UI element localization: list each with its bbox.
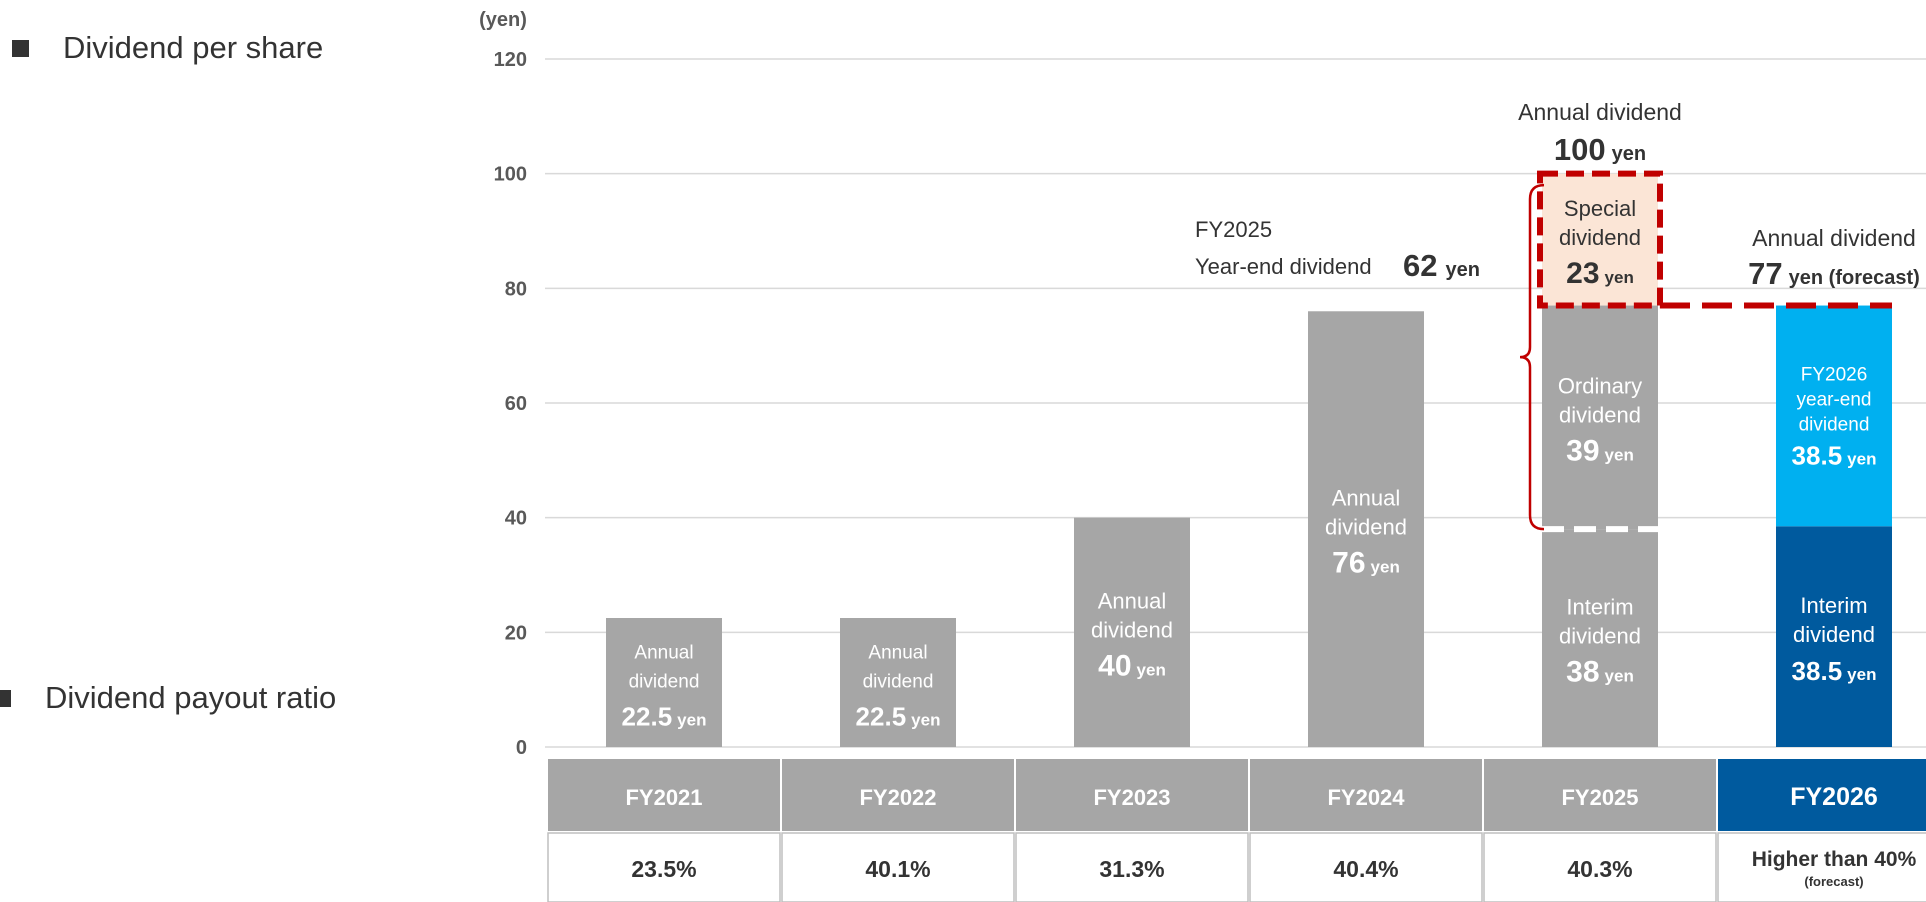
- year-header-cell: [782, 759, 1014, 831]
- fy2026-annual-title: Annual dividend: [1752, 225, 1916, 251]
- y-tick-label: 120: [494, 49, 527, 71]
- bar-segment: [1308, 311, 1424, 747]
- bar-segment: [1776, 526, 1892, 747]
- square-bullet-icon: [12, 39, 29, 57]
- y-tick-label: 20: [505, 622, 527, 644]
- bar-segment: [1542, 173, 1658, 306]
- payout-ratio-cell: [1717, 832, 1926, 902]
- fy2025-year-end-line1: FY2025: [1195, 217, 1272, 242]
- bar-label-text: Annual: [1332, 485, 1401, 510]
- payout-ratio-cell: [1483, 832, 1717, 902]
- bar-label-text: year-end: [1797, 389, 1872, 410]
- bar-label-text: Ordinary: [1558, 374, 1642, 399]
- payout-ratio-value: 31.3%: [1099, 856, 1164, 882]
- fy2025-annual-title: Annual dividend: [1518, 99, 1682, 125]
- bar-label-text: dividend: [1793, 622, 1875, 647]
- y-tick-label: 100: [494, 164, 527, 186]
- bar-label-text: Annual: [634, 643, 693, 664]
- bar-label-text: dividend: [629, 672, 700, 693]
- bar-label-text: dividend: [1559, 225, 1641, 250]
- bar-label-text: Annual: [1098, 589, 1167, 614]
- year-header-cell: [548, 759, 780, 831]
- square-bullet-icon: [0, 689, 11, 707]
- payout-ratio-cell: [1249, 832, 1483, 902]
- year-header-label: FY2026: [1790, 783, 1878, 811]
- bar-value-label: 22.5 yen: [856, 702, 941, 732]
- y-tick-label: 0: [516, 737, 527, 759]
- payout-ratio-cell: [547, 832, 781, 902]
- bar-label-text: dividend: [1325, 514, 1407, 539]
- y-tick-label: 80: [505, 278, 527, 300]
- bar-label-text: dividend: [1559, 403, 1641, 428]
- y-axis-unit-label: (yen): [479, 9, 527, 31]
- fy2026-annual-value: 77 yen (forecast): [1748, 256, 1920, 291]
- bar-label-text: dividend: [1799, 414, 1870, 435]
- payout-ratio-cell: [781, 832, 1015, 902]
- year-header-label: FY2023: [1093, 785, 1170, 810]
- bar-label-text: Interim: [1800, 593, 1867, 618]
- bar-label-text: Annual: [868, 643, 927, 664]
- y-tick-label: 40: [505, 508, 527, 530]
- payout-ratio-value: 23.5%: [631, 856, 696, 882]
- bar-label-text: FY2026: [1801, 364, 1868, 385]
- bar-label-text: dividend: [863, 672, 934, 693]
- bar-segment: [606, 618, 722, 747]
- special-dividend-highlight: [1537, 170, 1663, 309]
- year-header-label: FY2021: [625, 785, 702, 810]
- payout-ratio-value: 40.4%: [1333, 856, 1398, 882]
- dividend-payout-ratio-heading: Dividend payout ratio: [0, 680, 336, 716]
- year-header-label: FY2022: [859, 785, 936, 810]
- bar-label-text: Interim: [1566, 594, 1633, 619]
- payout-ratio-cell: [1015, 832, 1249, 902]
- dividend-per-share-label: Dividend per share: [63, 30, 324, 65]
- payout-ratio-note: (forecast): [1804, 874, 1863, 889]
- year-header-cell: [1016, 759, 1248, 831]
- year-header-cell: [1718, 759, 1926, 831]
- bar-segment: [1776, 305, 1892, 527]
- year-header-label: FY2024: [1327, 785, 1405, 810]
- payout-ratio-value: 40.1%: [865, 856, 930, 882]
- y-tick-label: 60: [505, 393, 527, 415]
- fy2025-year-end-line2: Year-end dividend: [1195, 254, 1372, 279]
- fy2025-year-end-value: 62 yen: [1403, 248, 1480, 283]
- payout-ratio-value: 40.3%: [1567, 856, 1632, 882]
- bar-segment: [840, 618, 956, 747]
- fy2025-annual-value: 100 yen: [1554, 132, 1646, 167]
- bar-label-text: dividend: [1559, 623, 1641, 648]
- bar-segment: [1074, 517, 1190, 747]
- dividend-per-share-heading: Dividend per share: [12, 30, 323, 66]
- dividend-payout-ratio-label: Dividend payout ratio: [45, 680, 337, 715]
- year-end-brace: [1519, 183, 1545, 531]
- bar-label-text: dividend: [1091, 618, 1173, 643]
- bar-segment: [1542, 529, 1658, 747]
- year-header-cell: [1250, 759, 1482, 831]
- year-header-cell: [1484, 759, 1716, 831]
- bar-segment: [1542, 305, 1658, 530]
- bar-label-text: Special: [1564, 196, 1636, 221]
- bar-value-label: 38.5 yen: [1792, 440, 1877, 470]
- payout-ratio-value: Higher than 40%: [1752, 848, 1917, 871]
- year-header-label: FY2025: [1561, 785, 1638, 810]
